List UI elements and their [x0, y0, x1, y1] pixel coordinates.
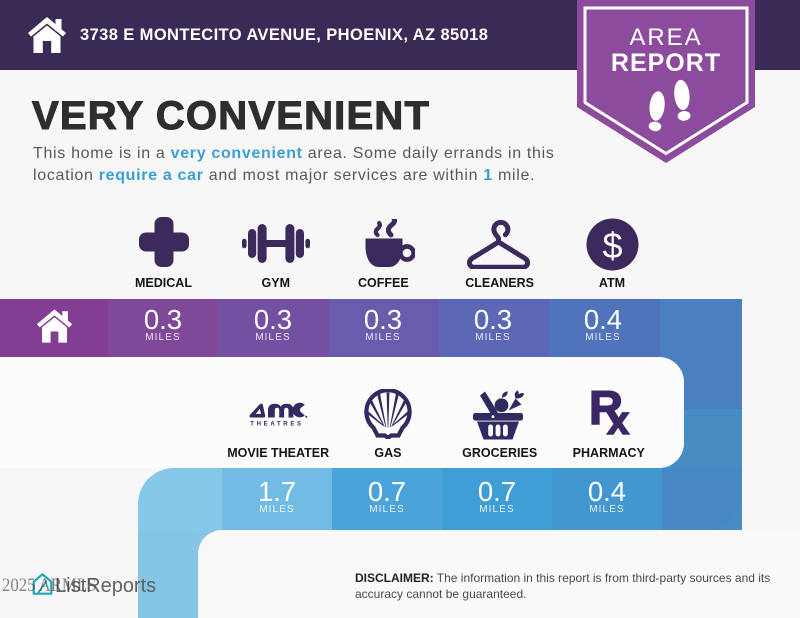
svg-text:$: $ — [602, 225, 622, 266]
svg-text:REPORT: REPORT — [611, 49, 721, 77]
svg-text:THEATRES: THEATRES — [250, 421, 304, 427]
svg-text:AREA: AREA — [629, 24, 702, 51]
